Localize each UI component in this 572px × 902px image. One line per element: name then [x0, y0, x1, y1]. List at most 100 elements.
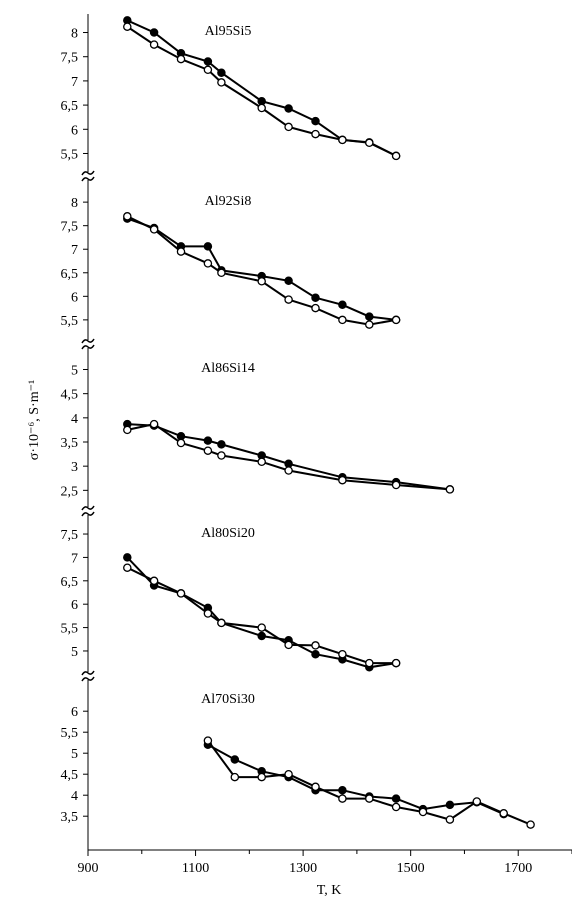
data-point-filled: [311, 649, 320, 659]
panel-al95si5: 5,5 6 6,5 7 7,5 8 Al95Si5: [61, 16, 401, 162]
data-point-open: [284, 769, 293, 779]
y-tick-label: 6: [71, 290, 78, 305]
y-tick-label: 7,5: [61, 220, 79, 235]
data-point-filled: [257, 96, 266, 106]
series-line-open: [126, 566, 397, 665]
data-point-open: [338, 315, 347, 325]
data-point-filled: [203, 57, 213, 66]
data-point-open: [391, 802, 401, 812]
data-point-open: [445, 485, 455, 494]
data-point-filled: [391, 794, 401, 803]
data-point-filled: [217, 440, 226, 449]
axis-break-mark: [81, 676, 95, 682]
data-point-open: [176, 247, 186, 256]
data-point-open: [217, 618, 226, 628]
panels: 5,5 6 6,5 7 7,5 8 Al95Si5 5,5 6 6,5 7 7,5 8 Al92Si8 2,…: [61, 16, 535, 829]
data-point-open: [217, 451, 226, 460]
data-point-open: [149, 576, 159, 586]
series-line-filled: [207, 743, 505, 816]
axis-break-mark: [81, 344, 95, 350]
data-point-open: [203, 736, 213, 745]
series-line-filled: [126, 217, 397, 321]
data-point-filled: [230, 755, 240, 764]
x-tick-label: 1100: [182, 861, 209, 876]
data-point-open: [217, 268, 226, 278]
data-point-open: [149, 419, 159, 429]
y-tick-label: 6,5: [61, 267, 79, 282]
x-axis-title: T, K: [317, 883, 342, 898]
data-point-open: [365, 138, 374, 148]
data-point-open: [391, 315, 401, 325]
data-point-open: [311, 303, 320, 313]
y-tick-label: 5: [71, 645, 78, 660]
data-point-open: [257, 277, 266, 286]
data-point-open: [311, 129, 320, 139]
y-tick-label: 8: [71, 27, 78, 42]
panel-al86si14: 2,5 3 3,5 4 4,5 5 Al86Si14: [61, 361, 455, 499]
data-point-filled: [445, 800, 455, 810]
data-point-filled: [284, 276, 293, 286]
data-point-open: [284, 466, 293, 475]
data-point-filled: [217, 68, 226, 77]
y-tick-label: 5,5: [61, 314, 79, 329]
data-point-filled: [257, 631, 266, 641]
data-point-open: [338, 135, 347, 145]
x-tick-label: 1500: [397, 861, 425, 876]
series-line-filled: [126, 19, 397, 157]
data-point-open: [284, 640, 293, 650]
data-point-filled: [123, 553, 132, 562]
data-point-open: [499, 809, 508, 818]
data-point-filled: [203, 242, 213, 251]
panel-title: Al95Si5: [205, 24, 252, 39]
y-tick-label: 4,5: [61, 388, 79, 403]
y-tick-label: 6: [71, 598, 78, 613]
y-tick-label: 3,5: [61, 436, 79, 451]
y-tick-label: 2,5: [61, 484, 79, 499]
series-line-open: [127, 423, 450, 491]
data-point-open: [311, 782, 320, 792]
data-point-open: [217, 78, 226, 87]
data-point-filled: [365, 312, 374, 321]
data-point-open: [203, 446, 213, 455]
y-tick-label: 7: [71, 75, 78, 90]
data-point-open: [338, 649, 347, 659]
x-tick-label: 1300: [289, 861, 317, 876]
data-point-filled: [176, 431, 186, 441]
data-point-open: [418, 807, 428, 817]
axis-break-mark: [81, 505, 95, 511]
y-tick-label: 3,5: [61, 810, 79, 825]
y-axis-title: σ·10⁻⁶, S·m⁻¹: [27, 380, 42, 460]
data-point-open: [176, 438, 186, 448]
series-line-open: [126, 215, 397, 326]
data-point-open: [203, 259, 213, 268]
x-tick-label: 1700: [504, 861, 532, 876]
axis-break-mark: [81, 170, 95, 176]
axis-break-mark: [81, 511, 95, 517]
y-tick-label: 4: [71, 789, 78, 804]
data-point-open: [149, 40, 159, 49]
data-point-open: [391, 480, 401, 490]
data-point-open: [284, 295, 293, 304]
axis-break-mark: [81, 670, 95, 676]
data-point-open: [149, 225, 159, 234]
y-tick-label: 7: [71, 551, 78, 566]
data-point-filled: [338, 785, 347, 795]
data-point-open: [391, 658, 401, 668]
data-point-open: [257, 103, 266, 113]
y-tick-label: 6: [71, 705, 78, 720]
y-tick-label: 4,5: [61, 768, 79, 783]
data-point-filled: [203, 436, 213, 445]
y-tick-label: 6,5: [61, 99, 79, 114]
data-point-filled: [338, 300, 347, 310]
x-axis: 900 1100 1300 1500 1700: [78, 849, 572, 876]
series-line-filled: [126, 556, 397, 669]
data-point-open: [230, 772, 240, 782]
data-point-open: [311, 641, 320, 650]
axis-break-mark: [81, 338, 95, 344]
data-point-open: [176, 589, 186, 598]
data-point-open: [365, 658, 374, 668]
series-line-open: [126, 25, 397, 157]
y-tick-label: 3: [71, 460, 78, 475]
panel-al80si20: 5 5,5 6 6,5 7 7,5 Al80Si20: [61, 526, 401, 672]
